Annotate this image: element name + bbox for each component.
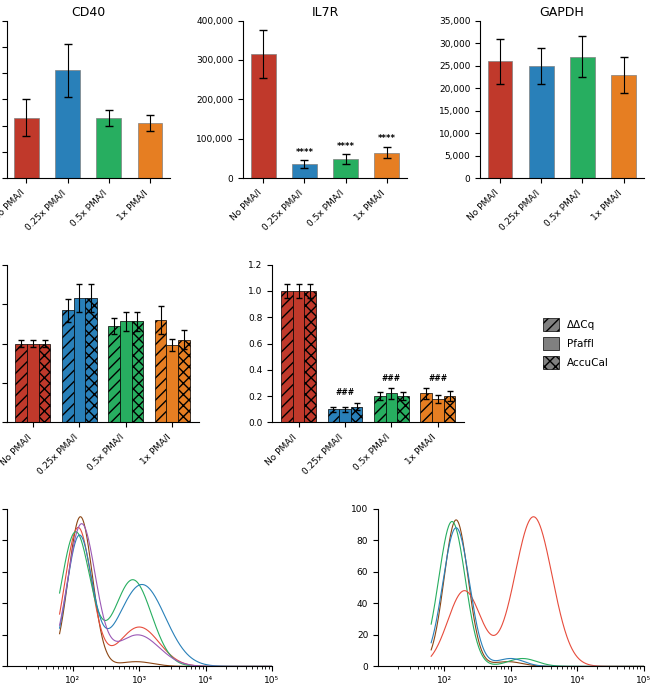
Bar xyxy=(138,123,162,178)
Bar xyxy=(85,298,97,423)
Bar xyxy=(16,344,27,423)
Text: ###: ### xyxy=(335,388,354,397)
Bar xyxy=(339,409,351,423)
Text: ###: ### xyxy=(428,374,447,383)
Text: ****: **** xyxy=(295,148,313,157)
Bar xyxy=(166,345,178,423)
Bar xyxy=(55,71,80,178)
Bar xyxy=(304,291,316,423)
Title: CD40: CD40 xyxy=(71,6,105,19)
Legend: ΔΔCq, Pfaffl, AccuCal: ΔΔCq, Pfaffl, AccuCal xyxy=(543,318,609,369)
Text: 0: 0 xyxy=(0,686,1,687)
Bar xyxy=(444,396,456,423)
Bar xyxy=(292,291,304,423)
Bar xyxy=(39,344,50,423)
Title: IL7R: IL7R xyxy=(311,6,339,19)
Title: GAPDH: GAPDH xyxy=(540,6,584,19)
Bar xyxy=(251,54,276,178)
Bar xyxy=(292,164,317,178)
Bar xyxy=(397,396,409,423)
Bar xyxy=(351,407,363,423)
Bar xyxy=(120,322,131,423)
Bar xyxy=(374,396,385,423)
Bar xyxy=(570,56,595,178)
Bar xyxy=(96,117,121,178)
Bar xyxy=(178,339,190,423)
Bar xyxy=(62,311,73,423)
Bar xyxy=(14,117,38,178)
Bar xyxy=(73,298,85,423)
Bar xyxy=(421,394,432,423)
Text: ###: ### xyxy=(382,374,401,383)
Bar xyxy=(529,66,554,178)
Bar xyxy=(333,159,358,178)
Bar xyxy=(281,291,292,423)
Text: 0: 0 xyxy=(0,686,1,687)
Text: ****: **** xyxy=(378,135,396,144)
Bar xyxy=(488,61,512,178)
Bar xyxy=(612,75,636,178)
Bar xyxy=(131,322,143,423)
Bar xyxy=(374,153,399,178)
Bar xyxy=(432,398,444,423)
Bar xyxy=(27,344,39,423)
Bar xyxy=(328,409,339,423)
Text: ****: **** xyxy=(337,142,355,151)
Bar xyxy=(109,326,120,423)
Bar xyxy=(385,394,397,423)
Bar xyxy=(155,320,166,423)
